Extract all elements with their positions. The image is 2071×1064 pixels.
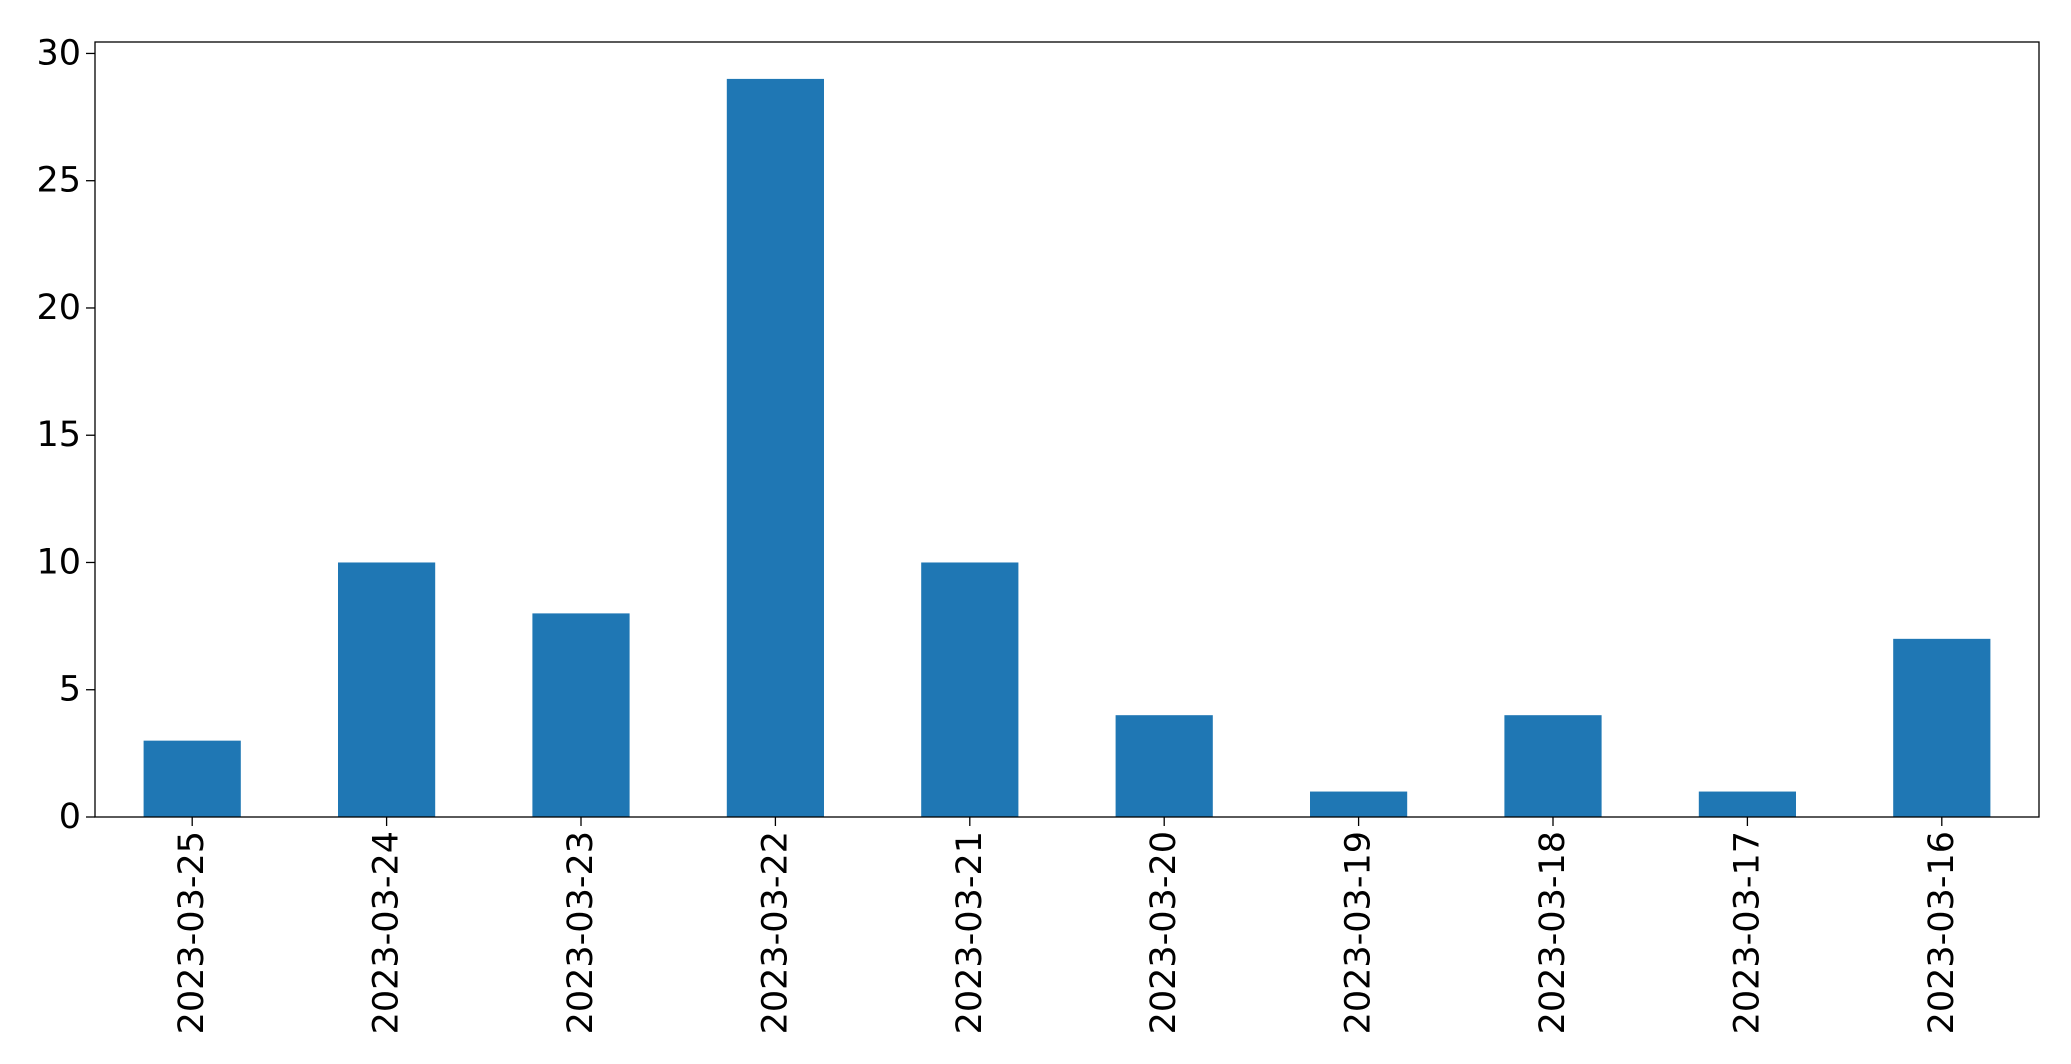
y-axis: 0 5 10 15 20 25 30 xyxy=(36,33,95,837)
x-axis: 2023-03-25 2023-03-24 2023-03-23 2023-03-22… xyxy=(172,817,1962,1034)
y-tick-label: 5 xyxy=(59,670,81,710)
bar-2023-03-16 xyxy=(1893,638,1991,817)
x-tick-label: 2023-03-21 xyxy=(950,831,990,1034)
x-tick-label: 2023-03-22 xyxy=(755,831,795,1034)
bar-2023-03-23 xyxy=(532,613,630,817)
bar-2023-03-18 xyxy=(1504,715,1602,817)
bar-2023-03-19 xyxy=(1310,791,1408,817)
plot-area-frame xyxy=(94,41,2040,818)
bars-group xyxy=(143,78,1991,817)
y-tick-label: 0 xyxy=(59,797,81,837)
bar-2023-03-24 xyxy=(338,562,436,817)
y-tick-label: 20 xyxy=(36,288,81,328)
bar-2023-03-20 xyxy=(1115,715,1213,817)
x-tick-label: 2023-03-18 xyxy=(1533,831,1573,1034)
bar-2023-03-17 xyxy=(1698,791,1796,817)
x-tick-label: 2023-03-20 xyxy=(1144,831,1184,1034)
y-tick-label: 30 xyxy=(36,33,81,73)
bar-2023-03-21 xyxy=(921,562,1019,817)
x-tick-label: 2023-03-24 xyxy=(367,831,407,1034)
x-tick-label: 2023-03-17 xyxy=(1727,831,1767,1034)
x-tick-label: 2023-03-16 xyxy=(1922,831,1962,1034)
x-tick-label: 2023-03-23 xyxy=(561,831,601,1034)
y-tick-label: 15 xyxy=(36,415,81,455)
bar-2023-03-22 xyxy=(726,78,824,817)
bar-2023-03-25 xyxy=(143,740,241,817)
x-tick-label: 2023-03-19 xyxy=(1339,831,1379,1034)
y-tick-label: 10 xyxy=(36,542,81,582)
x-tick-label: 2023-03-25 xyxy=(172,831,212,1034)
y-tick-label: 25 xyxy=(36,161,81,201)
